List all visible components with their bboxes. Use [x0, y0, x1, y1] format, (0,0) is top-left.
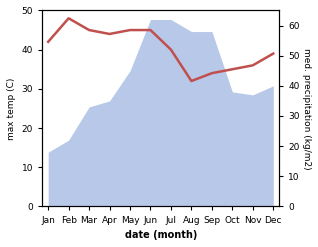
Y-axis label: med. precipitation (kg/m2): med. precipitation (kg/m2) [302, 48, 311, 169]
X-axis label: date (month): date (month) [125, 230, 197, 240]
Y-axis label: max temp (C): max temp (C) [7, 77, 16, 140]
